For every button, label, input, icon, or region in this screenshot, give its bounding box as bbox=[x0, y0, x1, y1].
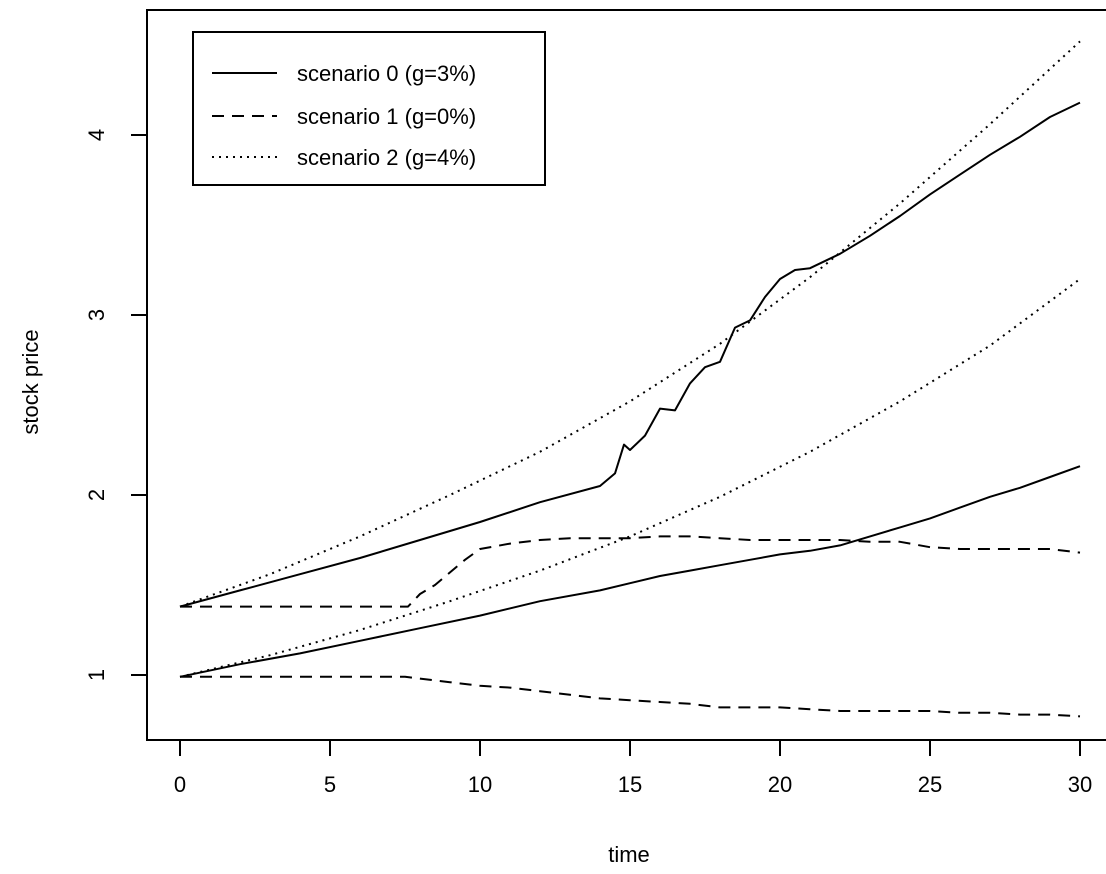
legend: scenario 0 (g=3%) scenario 1 (g=0%) scen… bbox=[192, 31, 546, 186]
series-line-2 bbox=[180, 535, 1081, 608]
x-tick-label-2: 10 bbox=[468, 772, 492, 797]
x-tick-label-3: 15 bbox=[618, 772, 642, 797]
y-tick-label-0: 1 bbox=[84, 669, 109, 681]
series-line-0 bbox=[179, 101, 1081, 608]
x-tick-label-0: 0 bbox=[174, 772, 186, 797]
series-layer bbox=[179, 40, 1081, 718]
legend-label-2: scenario 2 (g=4%) bbox=[297, 145, 476, 170]
x-tick-label-6: 30 bbox=[1068, 772, 1092, 797]
y-tick-label-3: 4 bbox=[84, 129, 109, 141]
y-axis: 1 2 3 4 bbox=[84, 129, 148, 681]
y-tick-label-2: 3 bbox=[84, 309, 109, 321]
legend-label-0: scenario 0 (g=3%) bbox=[297, 61, 476, 86]
legend-box bbox=[192, 31, 546, 186]
x-tick-label-1: 5 bbox=[324, 772, 336, 797]
legend-label-1: scenario 1 (g=0%) bbox=[297, 104, 476, 129]
series-line-1 bbox=[179, 465, 1081, 678]
series-line-3 bbox=[180, 675, 1081, 718]
series-line-5 bbox=[179, 278, 1081, 678]
x-tick-label-5: 25 bbox=[918, 772, 942, 797]
x-axis-label: time bbox=[608, 842, 650, 867]
y-axis-label: stock price bbox=[18, 329, 43, 434]
x-tick-label-4: 20 bbox=[768, 772, 792, 797]
x-axis: 0 5 10 15 20 25 30 bbox=[174, 739, 1092, 797]
y-tick-label-1: 2 bbox=[84, 489, 109, 501]
